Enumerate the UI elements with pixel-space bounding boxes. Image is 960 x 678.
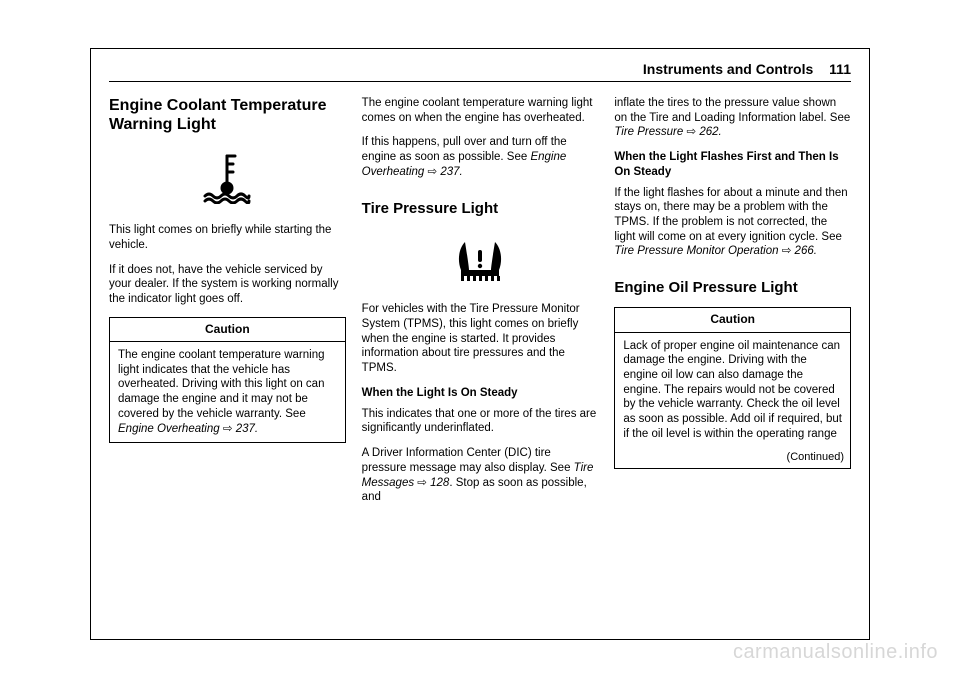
page-header: Instruments and Controls 111 bbox=[109, 61, 851, 82]
content-columns: Engine Coolant Temperature Warning Light… bbox=[109, 96, 851, 626]
c2-b1: When the Light Is On Steady bbox=[362, 386, 599, 401]
column-2: The engine coolant temperature warning l… bbox=[362, 96, 599, 626]
c2-p2: If this happens, pull over and turn off … bbox=[362, 135, 599, 179]
continued-label: (Continued) bbox=[615, 448, 850, 468]
coolant-light-heading: Engine Coolant Temperature Warning Light bbox=[109, 96, 346, 134]
ref-symbol: ⇨ bbox=[782, 245, 792, 257]
column-1: Engine Coolant Temperature Warning Light… bbox=[109, 96, 346, 626]
c3-p2a: If the light flashes for about a minute … bbox=[614, 187, 847, 243]
c2-p5ref-page: 128 bbox=[430, 477, 449, 489]
c3-p2ref: Tire Pressure Monitor Operation bbox=[614, 245, 778, 257]
coolant-caution-box: Caution The engine coolant temperature w… bbox=[109, 317, 346, 444]
c3-p1ref: Tire Pressure bbox=[614, 126, 683, 138]
c3-p1ref-page: 262. bbox=[699, 126, 721, 138]
c2-p4: This indicates that one or more of the t… bbox=[362, 407, 599, 436]
c3-p1a: inflate the tires to the pressure value … bbox=[614, 97, 850, 124]
c2-p1: The engine coolant temperature warning l… bbox=[362, 96, 599, 125]
c2-p2ref-page: 237. bbox=[440, 166, 462, 178]
coolant-p2: If it does not, have the vehicle service… bbox=[109, 263, 346, 307]
caution-ref: Engine Overheating bbox=[118, 423, 220, 435]
page-number: 111 bbox=[829, 61, 851, 77]
caution-title: Caution bbox=[615, 308, 850, 332]
watermark: carmanualsonline.info bbox=[733, 641, 938, 664]
oil-caution-box: Caution Lack of proper engine oil mainte… bbox=[614, 307, 851, 468]
c2-p5a: A Driver Information Center (DIC) tire p… bbox=[362, 447, 574, 474]
coolant-temp-icon bbox=[109, 152, 346, 209]
c3-p2: If the light flashes for about a minute … bbox=[614, 186, 851, 260]
ref-symbol: ⇨ bbox=[417, 477, 427, 489]
caution-text: The engine coolant temperature warning l… bbox=[118, 349, 325, 420]
c3-b1: When the Light Flashes First and Then Is… bbox=[614, 150, 851, 179]
manual-page: Instruments and Controls 111 Engine Cool… bbox=[90, 48, 870, 640]
ref-symbol: ⇨ bbox=[428, 166, 438, 178]
tire-pressure-icon bbox=[362, 236, 599, 289]
ref-symbol: ⇨ bbox=[223, 423, 233, 435]
oil-caution-body: Lack of proper engine oil maintenance ca… bbox=[615, 333, 850, 448]
coolant-caution-body: The engine coolant temperature warning l… bbox=[110, 342, 345, 442]
ref-symbol: ⇨ bbox=[686, 126, 696, 138]
chapter-title: Instruments and Controls bbox=[643, 61, 813, 77]
c3-p1: inflate the tires to the pressure value … bbox=[614, 96, 851, 140]
caution-ref-page: 237. bbox=[236, 423, 258, 435]
c2-p3: For vehicles with the Tire Pressure Moni… bbox=[362, 302, 599, 376]
caution-title: Caution bbox=[110, 318, 345, 342]
column-3: inflate the tires to the pressure value … bbox=[614, 96, 851, 626]
c2-p5: A Driver Information Center (DIC) tire p… bbox=[362, 446, 599, 505]
tire-pressure-heading: Tire Pressure Light bbox=[362, 200, 599, 218]
c3-p2ref-page: 266. bbox=[795, 245, 817, 257]
oil-pressure-heading: Engine Oil Pressure Light bbox=[614, 279, 851, 297]
coolant-p1: This light comes on briefly while starti… bbox=[109, 223, 346, 252]
